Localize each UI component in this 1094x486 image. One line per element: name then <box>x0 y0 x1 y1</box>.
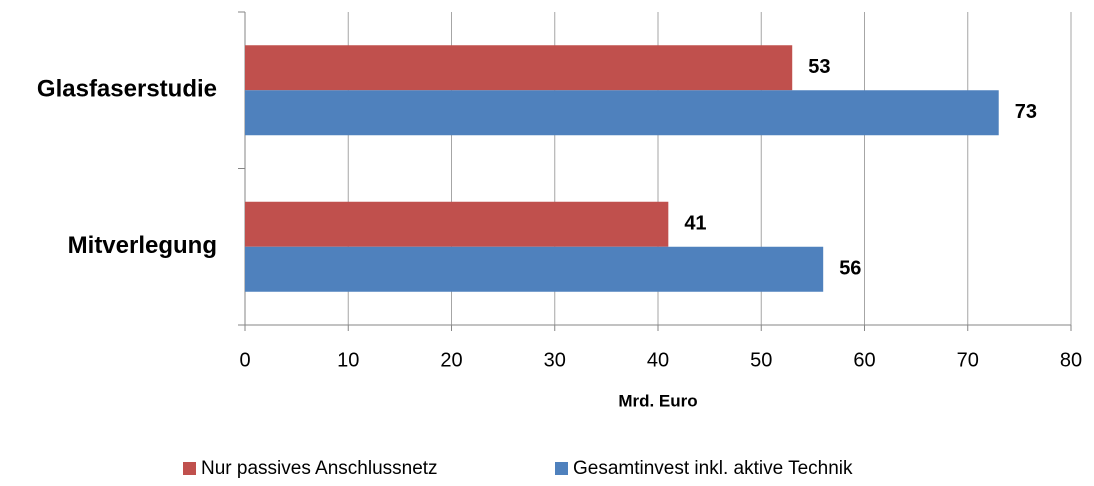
x-tick-label: 10 <box>337 349 359 371</box>
x-tick-label: 0 <box>239 349 250 371</box>
x-tick-label: 80 <box>1060 349 1082 371</box>
x-tick-label: 50 <box>750 349 772 371</box>
y-tick-label: Mitverlegung <box>68 232 217 259</box>
data-label: 53 <box>808 56 830 78</box>
x-tick-label: 70 <box>957 349 979 371</box>
y-tick-label: Glasfaserstudie <box>37 76 217 103</box>
x-axis-title: Mrd. Euro <box>618 391 697 410</box>
x-tick-label: 60 <box>853 349 875 371</box>
bar <box>245 90 999 136</box>
data-label: 41 <box>684 213 706 235</box>
bar <box>245 246 824 292</box>
bar <box>245 201 669 247</box>
legend-swatch <box>183 462 196 475</box>
data-label: 73 <box>1015 101 1037 123</box>
bar <box>245 45 793 91</box>
legend-swatch <box>555 462 568 475</box>
x-tick-label: 40 <box>647 349 669 371</box>
legend-label: Gesamtinvest inkl. aktive Technik <box>573 458 853 479</box>
x-tick-label: 30 <box>544 349 566 371</box>
data-label: 56 <box>839 258 861 280</box>
x-tick-label: 20 <box>440 349 462 371</box>
legend-label: Nur passives Anschlussnetz <box>201 458 438 479</box>
